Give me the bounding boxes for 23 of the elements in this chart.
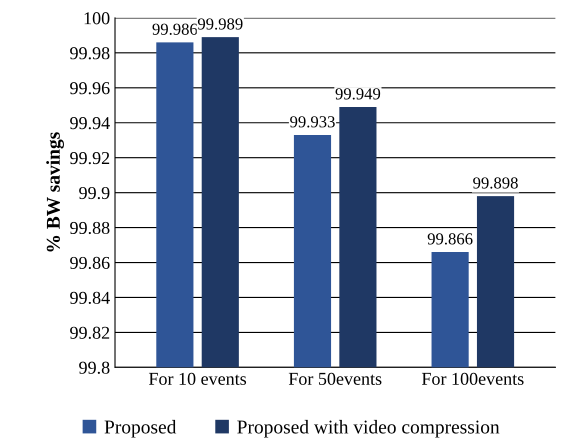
y-tick-label: 100 bbox=[84, 12, 110, 24]
y-tick-label: 99.98 bbox=[70, 47, 110, 60]
x-tick-label: For 100events bbox=[422, 372, 524, 385]
y-tick-label: 99.88 bbox=[70, 222, 110, 234]
data-label: 99.933 bbox=[290, 116, 335, 128]
x-tick-label: For 10 events bbox=[148, 372, 246, 385]
data-label: 99.949 bbox=[336, 88, 380, 100]
data-label: 99.986 bbox=[152, 24, 198, 35]
y-tick-label: 99.9 bbox=[79, 186, 110, 200]
y-axis-title: % BW savings bbox=[46, 132, 64, 252]
y-tick-label: 99.82 bbox=[70, 326, 110, 339]
data-label: 99.866 bbox=[428, 233, 473, 245]
y-tick-label: 99.92 bbox=[70, 152, 110, 164]
y-tick-label: 99.96 bbox=[70, 82, 110, 94]
data-label: 99.898 bbox=[473, 177, 518, 189]
y-tick-label: 99.86 bbox=[70, 256, 110, 270]
x-tick-label: For 50events bbox=[288, 372, 382, 385]
y-tick-label: 99.8 bbox=[79, 362, 110, 374]
legend-label: Proposed with video compression bbox=[237, 420, 500, 438]
data-label: 99.989 bbox=[198, 18, 243, 30]
y-tick-label: 99.94 bbox=[70, 117, 110, 130]
legend-label: Proposed bbox=[104, 420, 176, 438]
y-tick-label: 99.84 bbox=[70, 292, 110, 304]
